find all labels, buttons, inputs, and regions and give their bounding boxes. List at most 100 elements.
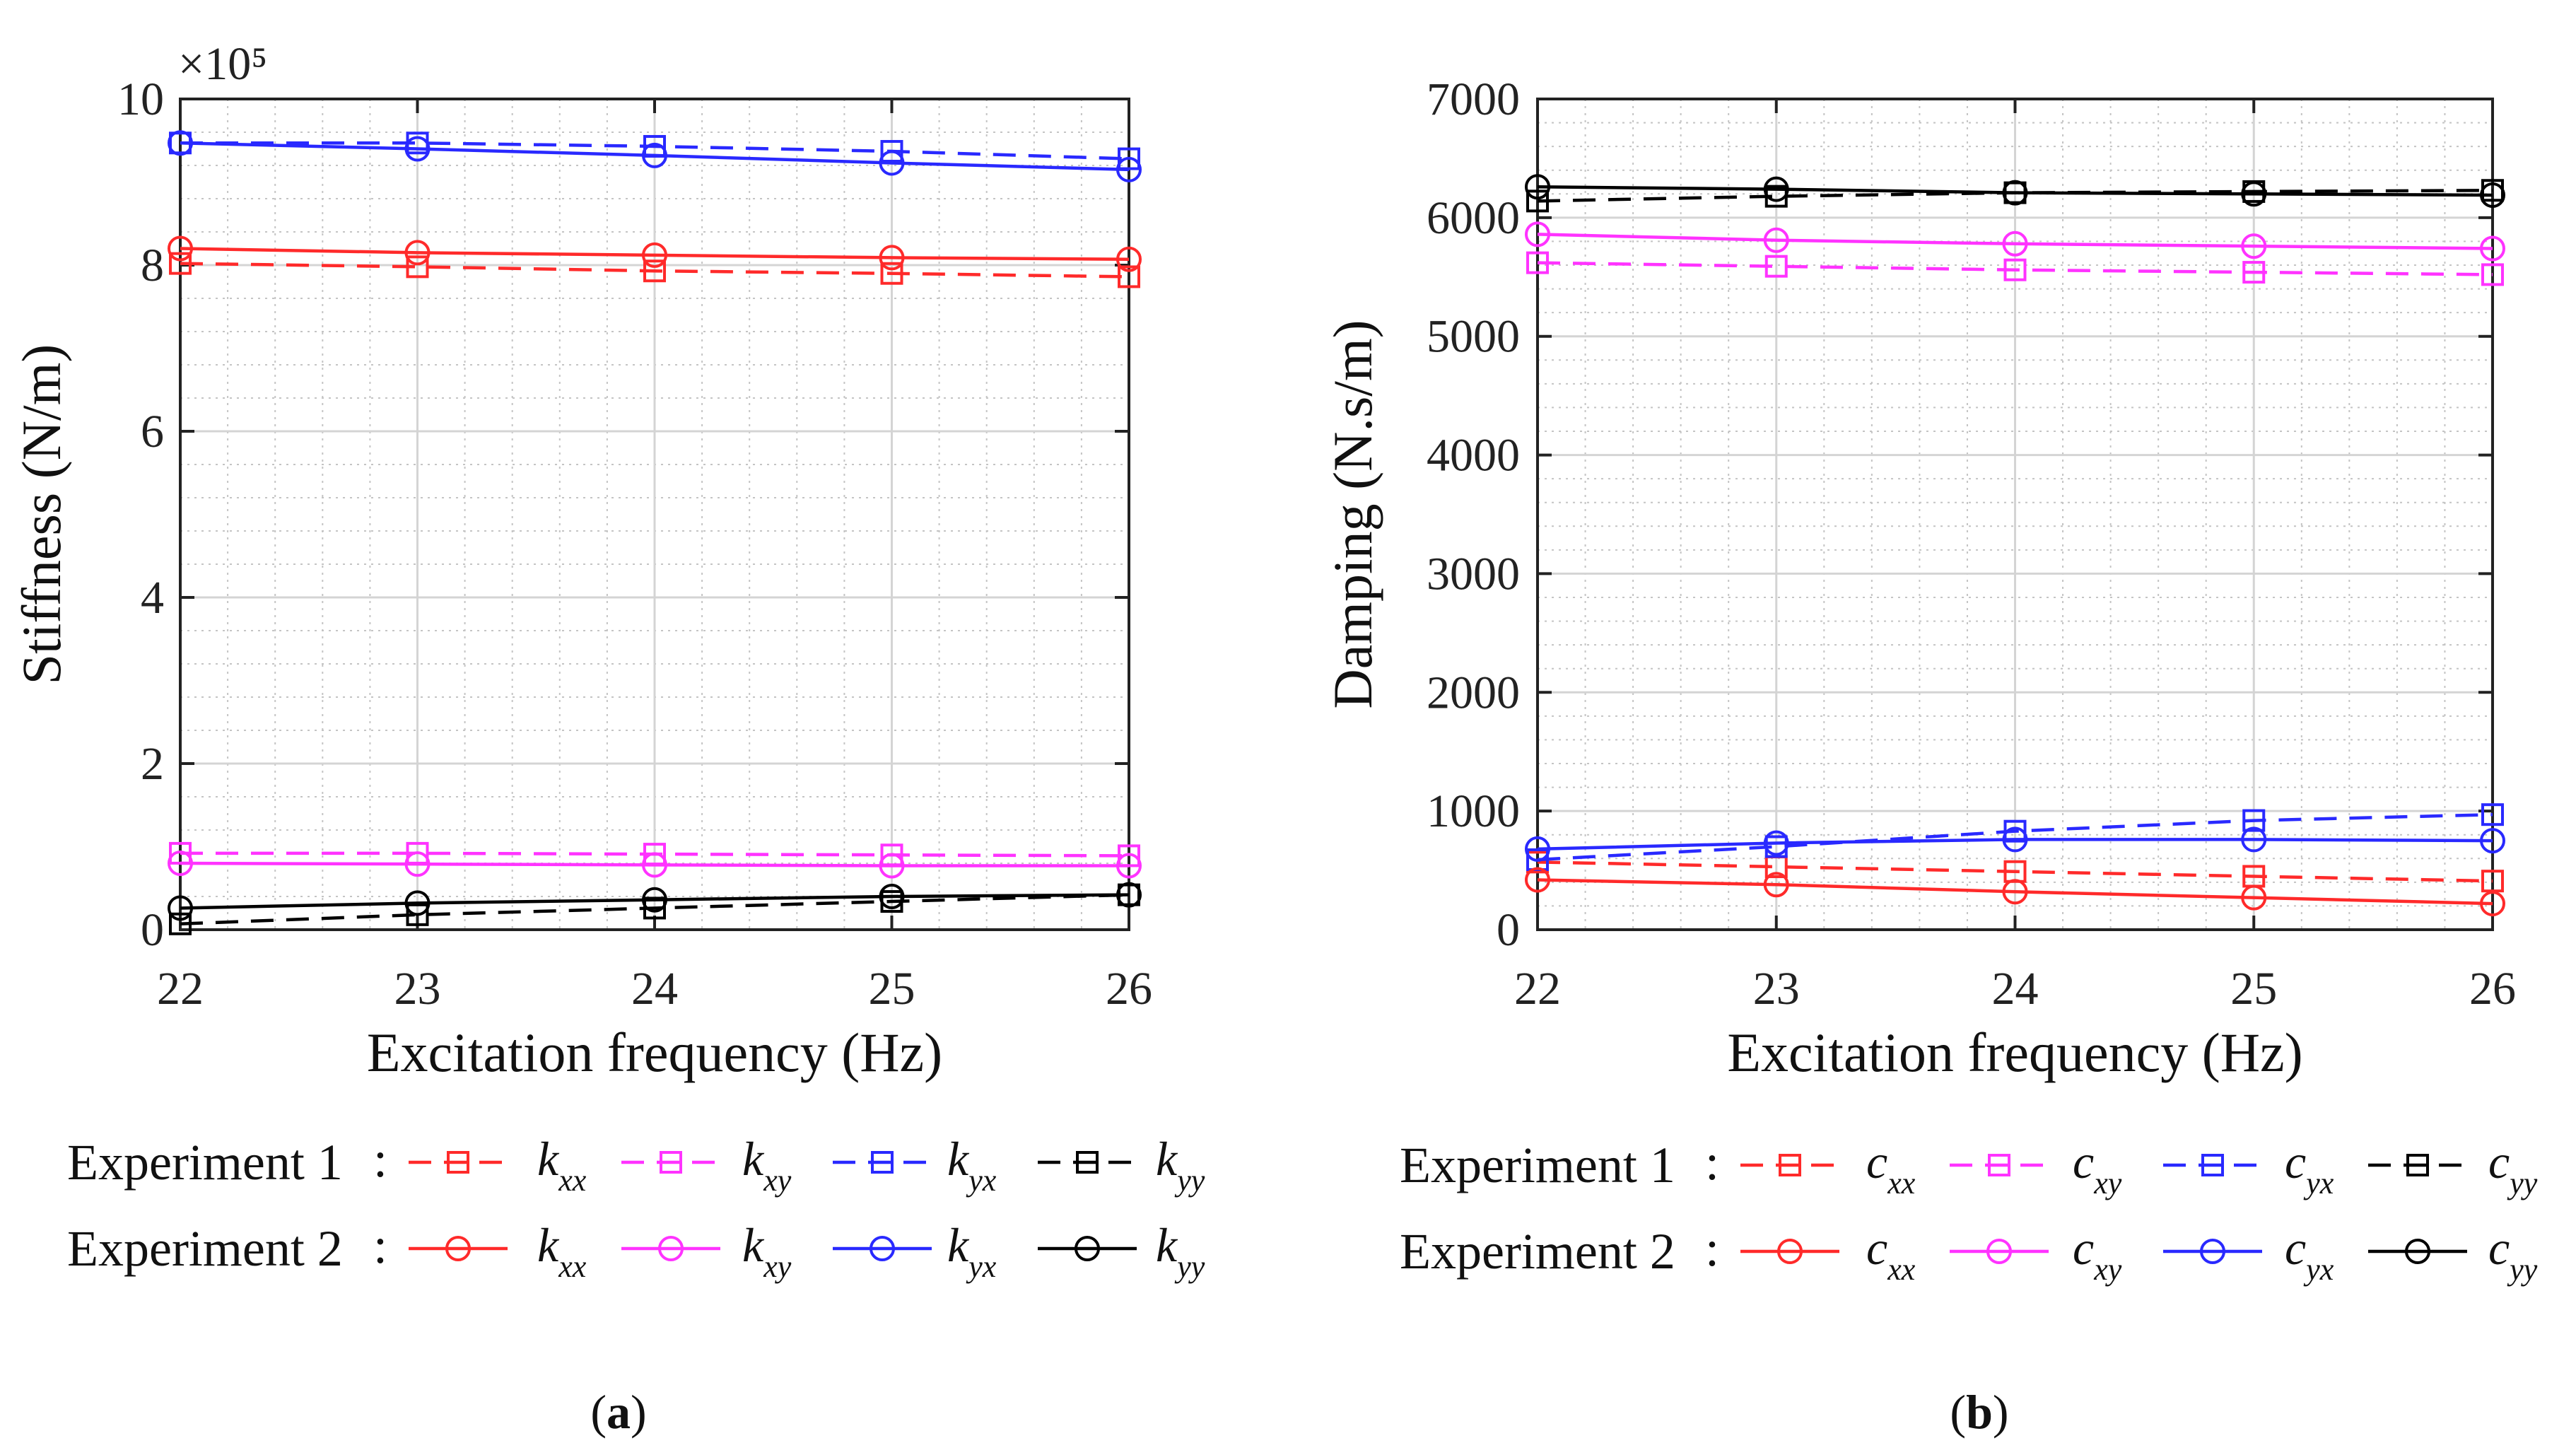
data-point (168, 851, 193, 876)
series-line (180, 262, 1130, 279)
y-tick-label: 6 (141, 406, 164, 457)
y-tick-label: 8 (141, 240, 164, 291)
legend-entry-label: cxy (2073, 1135, 2122, 1200)
data-point (1525, 836, 1550, 862)
y-tick-label: 2 (141, 738, 164, 790)
legend-entry-label: kxx (537, 1132, 587, 1198)
legend-marker (445, 1236, 471, 1261)
legend-colon: : (373, 1217, 387, 1274)
legend-symbol: k (947, 1218, 970, 1272)
data-point (879, 884, 905, 909)
legend-marker (1076, 1151, 1099, 1174)
x-axis-label: Excitation frequency (Hz) (1727, 1022, 2302, 1083)
series-group (168, 130, 1142, 935)
data-point (880, 140, 903, 163)
legend-row-label: Experiment 2 (67, 1220, 343, 1277)
legend-symbol: c (2488, 1135, 2510, 1188)
legend-colon: : (1705, 1220, 1719, 1277)
legend-symbol: k (537, 1218, 560, 1272)
data-point (2481, 263, 2504, 286)
panel-b: 22 23 24 25 26 0 1000 2000 3000 4000 5000 6000 7000 E… (1322, 74, 2538, 1439)
legend-symbol: c (2285, 1135, 2306, 1188)
data-point (1116, 246, 1142, 272)
data-point (1118, 265, 1140, 288)
legend-marker (871, 1151, 894, 1174)
legend-entry-label: cxx (1866, 1221, 1916, 1287)
data-point (642, 142, 667, 168)
series-line (1537, 261, 2493, 276)
data-point (1763, 227, 1789, 253)
data-point (2242, 809, 2266, 832)
x-tick-label: 23 (394, 963, 441, 1015)
series-line (1537, 812, 2493, 862)
panel-label: (a) (590, 1385, 646, 1439)
legend-marker (447, 1151, 469, 1174)
legend-subscript: yy (2507, 1166, 2538, 1200)
x-tick-label: 24 (1992, 963, 2039, 1015)
y-axis-label: Stiffness (N/m) (11, 344, 72, 685)
x-axis-label: Excitation frequency (Hz) (367, 1022, 942, 1083)
legend-entry-label: kxy (742, 1218, 792, 1284)
panel-label-close: ) (1993, 1385, 2009, 1439)
data-point (168, 130, 193, 156)
data-point (168, 235, 193, 262)
data-point (1763, 830, 1789, 856)
legend-entry-label: cxx (1866, 1135, 1916, 1200)
data-point (2480, 182, 2505, 208)
series-line (180, 893, 1130, 926)
legend-subscript: xx (558, 1249, 587, 1284)
series-group (1525, 174, 2505, 917)
data-point (169, 912, 192, 935)
legend-marker (1777, 1239, 1803, 1264)
legend-marker (1075, 1236, 1100, 1261)
legend-entry-label: cxy (2073, 1221, 2122, 1287)
legend-symbol: c (1866, 1221, 1887, 1275)
y-tick-label: 7000 (1427, 74, 1520, 125)
data-point (1116, 156, 1142, 182)
legend-symbol: k (1156, 1218, 1178, 1272)
y-tick-label: 4 (141, 572, 164, 624)
x-tick-label: 24 (631, 963, 678, 1015)
legend-symbol: k (742, 1218, 765, 1272)
legend-entry-label: cyy (2488, 1135, 2538, 1200)
data-point (2002, 230, 2028, 257)
data-point (879, 853, 905, 879)
legend-subscript: yy (2507, 1252, 2538, 1287)
series-line (1537, 185, 2493, 197)
data-point (1116, 882, 1142, 908)
x-tick-label: 22 (157, 963, 204, 1015)
panel-label: (b) (1950, 1385, 2008, 1439)
legend-colon: : (373, 1131, 387, 1188)
legend-entry-label: cyx (2285, 1221, 2334, 1287)
legend-marker (2405, 1239, 2430, 1264)
legend-marker (2200, 1239, 2225, 1264)
y-tick-label: 5000 (1427, 311, 1520, 363)
legend-symbol: c (2073, 1221, 2094, 1275)
legend-symbol: k (537, 1132, 560, 1186)
series-line (180, 141, 1130, 172)
data-point (1526, 251, 1549, 274)
legend-marker (660, 1151, 682, 1174)
legend-subscript: yx (2303, 1166, 2334, 1200)
legend-subscript: xy (763, 1249, 792, 1284)
legend-entry-label: cyx (2285, 1135, 2334, 1200)
legend-symbol: c (2073, 1135, 2094, 1188)
panel-label-letter: b (1966, 1385, 1993, 1439)
data-point (1525, 221, 1550, 247)
y-tick-label: 1000 (1427, 785, 1520, 837)
series-line (1537, 838, 2493, 851)
data-point (2241, 884, 2267, 911)
data-point (2002, 826, 2028, 853)
data-point (880, 262, 903, 285)
legend-marker (2406, 1154, 2429, 1176)
data-point (642, 852, 667, 878)
y-tick-label: 2000 (1427, 667, 1520, 718)
data-point (2480, 828, 2505, 854)
series-line (180, 141, 1130, 160)
legend-symbol: c (2285, 1221, 2306, 1275)
data-point (169, 252, 192, 275)
series-line (180, 893, 1130, 910)
